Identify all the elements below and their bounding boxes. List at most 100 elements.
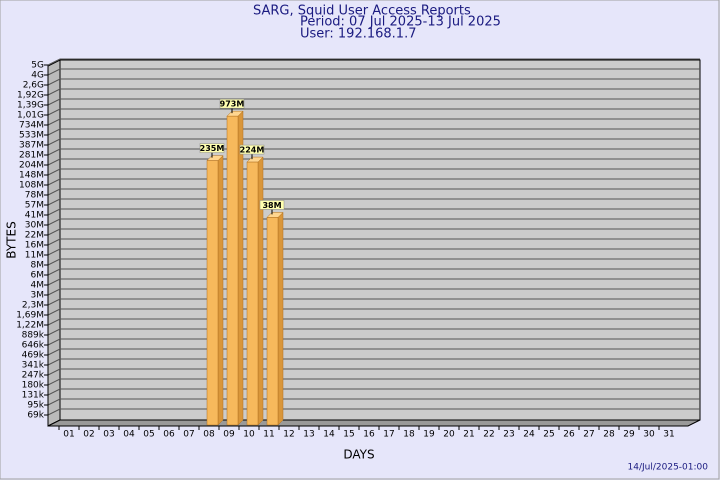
grid-line: [47, 208, 700, 216]
data-label: 224M: [240, 146, 265, 155]
data-label: 235M: [200, 144, 225, 153]
y-tick-label: 41M: [25, 211, 44, 221]
y-tick-label: 204M: [19, 161, 44, 171]
x-tick-label: 05: [143, 430, 154, 440]
y-tick-label: 16M: [25, 241, 44, 251]
x-tick-label: 24: [523, 430, 535, 440]
x-tick-label: 26: [563, 430, 575, 440]
bar-side: [217, 154, 224, 426]
x-tick-label: 02: [83, 430, 94, 440]
grid-line: [47, 298, 700, 306]
x-tick-label: 01: [63, 430, 74, 440]
x-axis-label: DAYS: [343, 448, 374, 462]
x-tick-label: 10: [243, 430, 255, 440]
x-tick-label: 25: [543, 430, 554, 440]
y-tick-label: 734M: [19, 121, 44, 131]
chart-subtitle: User: 192.168.1.7: [300, 27, 416, 42]
label-box: [259, 200, 285, 210]
grid-line: [47, 198, 700, 206]
grid-line: [47, 178, 700, 186]
grid-line: [47, 138, 700, 146]
chart-subtitle: Period: 07 Jul 2025-13 Jul 2025: [300, 15, 501, 30]
x-tick-label: 04: [123, 430, 135, 440]
data-label: 38M: [262, 201, 281, 210]
x-tick-label: 20: [443, 430, 455, 440]
y-tick-label: 1,92G: [17, 91, 44, 101]
y-tick-label: 5G: [31, 61, 44, 71]
grid-line: [47, 158, 700, 166]
grid-line: [47, 58, 700, 66]
bar-side: [237, 110, 244, 426]
y-tick-label: 1,22M: [16, 321, 44, 331]
y-tick-label: 11M: [25, 251, 44, 261]
x-tick-label: 06: [163, 430, 175, 440]
plot-floor: [47, 419, 701, 427]
grid-line: [47, 188, 700, 196]
bar-side: [277, 211, 284, 426]
y-tick-label: 22M: [25, 231, 44, 241]
bar: [206, 160, 219, 426]
timestamp: 14/Jul/2025-01:00: [628, 463, 709, 473]
x-tick-label: 21: [463, 430, 474, 440]
x-tick-label: 29: [623, 430, 635, 440]
grid-line: [47, 328, 700, 336]
y-tick-label: 1,69M: [16, 311, 44, 321]
x-tick-label: 18: [403, 430, 415, 440]
y-tick-label: 646k: [22, 341, 45, 351]
y-tick-label: 247k: [22, 371, 45, 381]
grid-line: [47, 378, 700, 386]
x-tick-label: 17: [383, 430, 394, 440]
grid-line: [47, 148, 700, 156]
grid-line: [47, 228, 700, 236]
y-tick-label: 2,3M: [22, 301, 44, 311]
label-box: [199, 143, 225, 153]
x-tick-label: 22: [483, 430, 494, 440]
bar: [246, 161, 259, 426]
grid-line: [47, 108, 700, 116]
x-tick-label: 09: [223, 430, 235, 440]
y-tick-label: 30M: [25, 221, 44, 231]
y-tick-label: 341k: [22, 361, 45, 371]
x-tick-label: 16: [363, 430, 375, 440]
grid-line: [47, 98, 700, 106]
x-tick-label: 14: [323, 430, 335, 440]
bar: [266, 217, 279, 426]
chart-title: SARG, Squid User Access Reports: [253, 4, 471, 19]
y-tick-label: 108M: [19, 181, 44, 191]
x-tick-label: 30: [643, 430, 655, 440]
grid-line: [47, 408, 700, 416]
y-tick-label: 69k: [27, 411, 44, 421]
y-tick-label: 889k: [22, 331, 45, 341]
grid-line: [47, 238, 700, 246]
grid-line: [47, 318, 700, 326]
y-tick-label: 281M: [19, 151, 44, 161]
y-tick-label: 131k: [22, 391, 45, 401]
y-tick-label: 533M: [19, 131, 44, 141]
data-label: 973M: [220, 100, 245, 109]
grid-line: [47, 398, 700, 406]
grid-line: [47, 128, 700, 136]
grid-line: [47, 258, 700, 266]
grid-line: [47, 348, 700, 356]
grid-line: [47, 288, 700, 296]
label-box: [239, 144, 265, 155]
y-tick-label: 2,6G: [23, 81, 44, 91]
x-tick-label: 19: [423, 430, 435, 440]
bar: [226, 115, 239, 426]
y-tick-label: 3M: [31, 291, 45, 301]
x-tick-label: 12: [283, 430, 294, 440]
grid-line: [47, 268, 700, 276]
y-tick-label: 4G: [31, 71, 44, 81]
grid-line: [47, 68, 700, 76]
x-tick-label: 08: [203, 430, 215, 440]
grid-line: [47, 358, 700, 366]
y-tick-label: 148M: [19, 171, 44, 181]
grid-line: [47, 338, 700, 346]
grid-line: [47, 248, 700, 256]
y-tick-label: 95k: [27, 401, 44, 411]
bar-side: [257, 156, 264, 426]
x-tick-label: 11: [263, 430, 274, 440]
x-tick-label: 27: [583, 430, 594, 440]
